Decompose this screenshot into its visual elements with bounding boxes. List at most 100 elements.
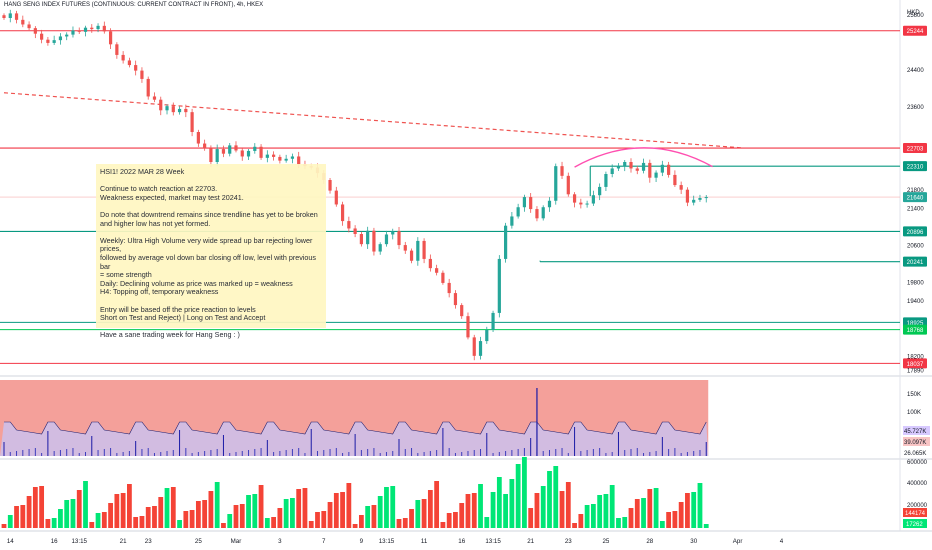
candle-body: [203, 143, 207, 149]
candle-body: [90, 27, 94, 30]
level-label: 20896: [907, 230, 924, 236]
volume-bar: [7, 515, 13, 528]
candle-body: [378, 244, 382, 252]
volume-bar: [252, 494, 258, 528]
level-badge: [903, 25, 927, 36]
price-tick-label: 24400: [907, 68, 924, 74]
candle-body: [673, 174, 677, 186]
volume-bar: [58, 509, 63, 528]
volume-bar: [158, 497, 164, 528]
volume-bar: [522, 457, 527, 528]
candle-body: [209, 148, 213, 162]
volume-value-label: 45.727K: [904, 429, 926, 435]
volume-bar: [83, 481, 88, 528]
volume-bar: [603, 494, 609, 528]
volume-bar: [89, 522, 95, 528]
time-tick-label: 14: [7, 538, 14, 545]
time-tick-label: 13:15: [485, 538, 501, 545]
level-badge: [903, 192, 927, 203]
note-paragraph: Continue to watch reaction at 22703. Wea…: [100, 184, 244, 202]
candle-body: [366, 230, 370, 245]
volume-bar: [528, 508, 534, 528]
level-badge: [903, 143, 927, 154]
price-tick-label: 23600: [907, 105, 924, 111]
volume-bar: [327, 502, 333, 528]
time-tick-label: 21: [527, 538, 534, 545]
candle-body: [453, 293, 458, 306]
level-badge: [903, 324, 927, 335]
price-tick-label: 19800: [907, 281, 924, 287]
candle-body: [165, 106, 169, 111]
price-tick-label: 17890: [907, 369, 924, 375]
volume-tick-label: 150K: [907, 392, 921, 398]
candle-body: [253, 146, 257, 151]
candle-body: [604, 174, 608, 187]
candle-body: [228, 145, 232, 154]
candle-body: [629, 162, 633, 169]
candle-body: [403, 245, 407, 251]
volume-bar: [540, 486, 546, 528]
volume-bar: [365, 506, 371, 528]
volume-bar: [446, 513, 452, 528]
price-grid: [0, 0, 932, 532]
volume-bar: [352, 524, 358, 528]
candle-body: [598, 186, 602, 196]
volume-bar: [415, 500, 421, 528]
volume-bar: [239, 504, 245, 528]
level-badge: [903, 161, 927, 172]
candle-body: [221, 149, 226, 154]
volume-bar: [164, 488, 170, 528]
volume-bar: [703, 524, 709, 528]
candle-body: [77, 30, 81, 32]
candle-body: [334, 190, 338, 205]
candle-body: [704, 197, 708, 199]
candle-body: [215, 149, 219, 162]
candle-body: [648, 162, 652, 178]
candle-body: [497, 258, 501, 313]
candle-body: [359, 234, 363, 245]
volume-bar: [114, 494, 120, 528]
candle-body: [146, 78, 150, 97]
volume-bar: [333, 493, 339, 528]
candle-body: [391, 231, 395, 235]
volume-bar: [427, 490, 433, 528]
candles: [2, 9, 708, 361]
candle-body: [510, 216, 514, 226]
candle-body: [46, 39, 50, 43]
volume-bar: [64, 500, 70, 528]
volume-bar: [597, 495, 603, 528]
candle-body: [610, 168, 614, 174]
volume-bar: [672, 511, 678, 528]
volume-bar: [377, 496, 383, 528]
level-label: 22310: [907, 165, 924, 171]
candle-body: [654, 172, 658, 178]
volume-bar: [202, 500, 208, 528]
candle-body: [623, 162, 627, 167]
volume-bar: [434, 481, 440, 528]
chart-title: HANG SENG INDEX FUTURES (CONTINUOUS: CUR…: [4, 2, 264, 8]
volume-bar: [390, 486, 396, 528]
candle-body: [121, 54, 125, 61]
price-tick-label: 20600: [907, 244, 924, 250]
candle-body: [692, 199, 696, 203]
volume-bar: [221, 523, 226, 528]
candle-body: [667, 164, 671, 175]
candle-body: [290, 156, 295, 159]
candle-body: [591, 195, 595, 204]
volume-bar: [51, 518, 57, 528]
candle-body: [616, 166, 621, 169]
volume-bar: [296, 489, 302, 528]
volume-bar: [666, 512, 672, 528]
candle-body: [177, 108, 182, 113]
candle-body: [409, 250, 414, 261]
candle-body: [428, 258, 432, 269]
volume-bar: [120, 493, 126, 528]
volume-value-badge: [903, 437, 930, 446]
time-tick-label: 13:15: [379, 538, 395, 545]
candle-body: [108, 31, 113, 45]
volume-value-badge: [903, 426, 930, 435]
candle-body: [641, 162, 646, 171]
volume-tick-label: 100K: [907, 410, 921, 416]
volume-bar: [20, 505, 26, 528]
level-label: 22703: [907, 147, 924, 153]
